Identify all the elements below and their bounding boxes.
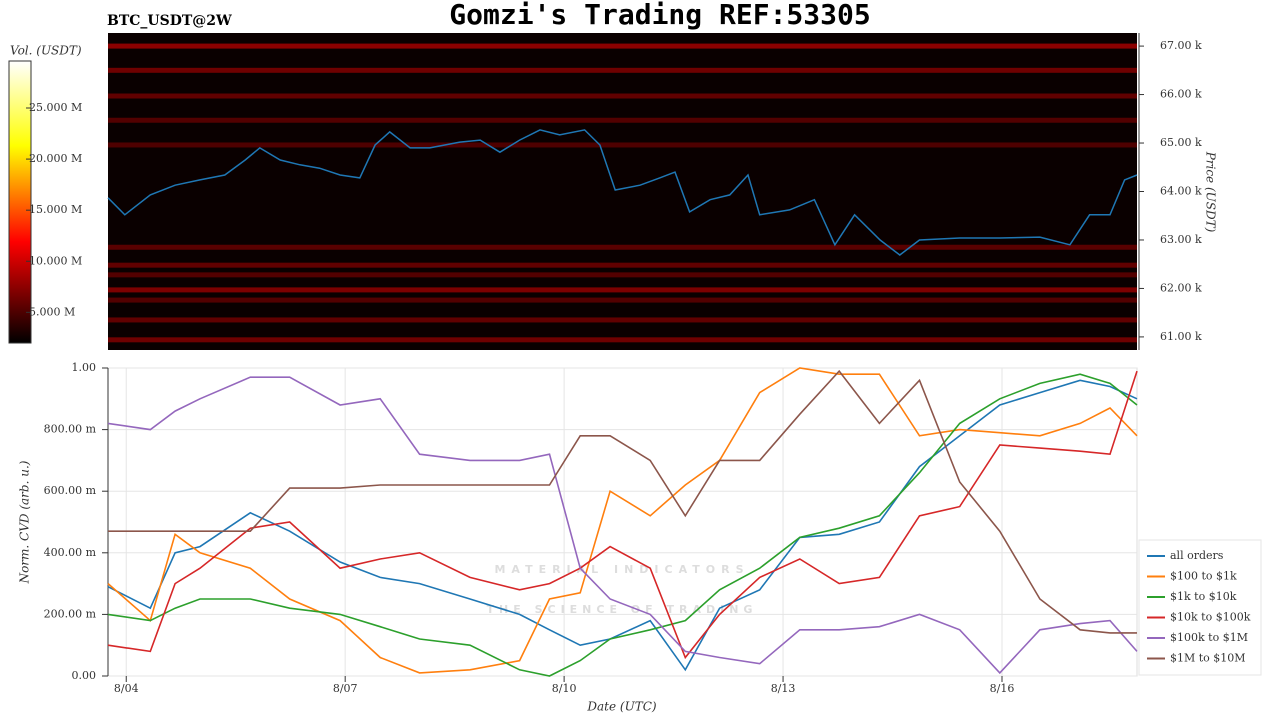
volume-band [108,93,1137,99]
y-tick-label: 67.00 k [1160,39,1202,52]
volume-band [108,43,1137,49]
y-tick-label: 66.00 k [1160,88,1202,101]
x-tick-label: 8/16 [990,682,1015,695]
volume-band [108,337,1137,343]
cvd-line [108,369,1137,634]
colorbar [8,60,32,344]
colorbar-tick-label: 5.000 M [29,305,75,318]
volume-band [108,117,1137,123]
y-axis-label: Price (USDT) [1204,151,1218,233]
watermark-subtitle: THE SCIENCE OF TRADING [487,603,758,616]
y-tick-label: 63.00 k [1160,233,1202,246]
symbol: BTC_USDT@2W [107,13,232,29]
colorbar-label: Vol. (USDT) [10,44,82,58]
y-axis-label: Norm. CVD (arb. u.) [18,460,32,584]
x-tick-label: 8/04 [114,682,139,695]
legend-label: $1M to $10M [1170,652,1246,665]
cvd-line [107,367,1138,674]
volume-band [108,142,1137,148]
legend-label: all orders [1170,549,1224,562]
cvd-line [107,373,1138,677]
volume-band [108,287,1137,293]
y-tick-label: 62.00 k [1160,281,1202,294]
colorbar-tick-label: 15.000 M [29,203,82,216]
legend-label: $100 to $1k [1170,570,1237,583]
legend-label: $100k to $1M [1170,631,1248,644]
heatmap-panel: 61.00 k 62.00 k 63.00 k 64.00 k 65.00 k 66.00… [8,33,1218,350]
cvd-panel: 0.00 200.00 m 400.00 m 600.00 m 800.00 m 1.00… [18,361,1262,714]
x-tick-label: 8/10 [552,682,577,695]
page-title: Gomzi's Trading REF:53305 [449,0,870,31]
colorbar-tick-label: 20.000 M [29,152,82,165]
y-tick-label: 61.00 k [1160,330,1202,343]
cvd-line [107,370,1138,660]
y-tick-label: 600.00 m [44,484,97,497]
cvd-line [107,379,1138,672]
legend-box [1138,539,1262,676]
x-axis-label: Date (UTC) [586,700,656,714]
volume-band [108,272,1137,278]
watermark-title: MATERIAL INDICATORS [494,563,749,576]
y-tick-label: 200.00 m [44,607,97,620]
cvd-line [107,376,1138,675]
legend-label: $10k to $100k [1170,611,1251,624]
colorbar-tick-label: 10.000 M [29,254,82,267]
x-tick-label: 8/07 [333,682,358,695]
plot-background [108,33,1137,350]
plot-frame [107,367,1138,677]
volume-band [108,244,1137,250]
colorbar-tick-label: 25.000 M [29,101,82,114]
x-tick-label: 8/13 [771,682,796,695]
volume-band [108,317,1137,323]
y-tick-label: 800.00 m [44,423,97,436]
price-line [107,129,1138,256]
y-tick-label: 400.00 m [44,546,97,559]
volume-band [108,262,1137,268]
volume-band [108,297,1137,303]
y-tick-label: 0.00 [72,669,97,682]
y-tick-label: 64.00 k [1160,185,1202,198]
legend-label: $1k to $10k [1170,590,1237,603]
volume-band [108,67,1137,73]
y-tick-label: 1.00 [72,361,97,374]
y-tick-label: 65.00 k [1160,136,1202,149]
